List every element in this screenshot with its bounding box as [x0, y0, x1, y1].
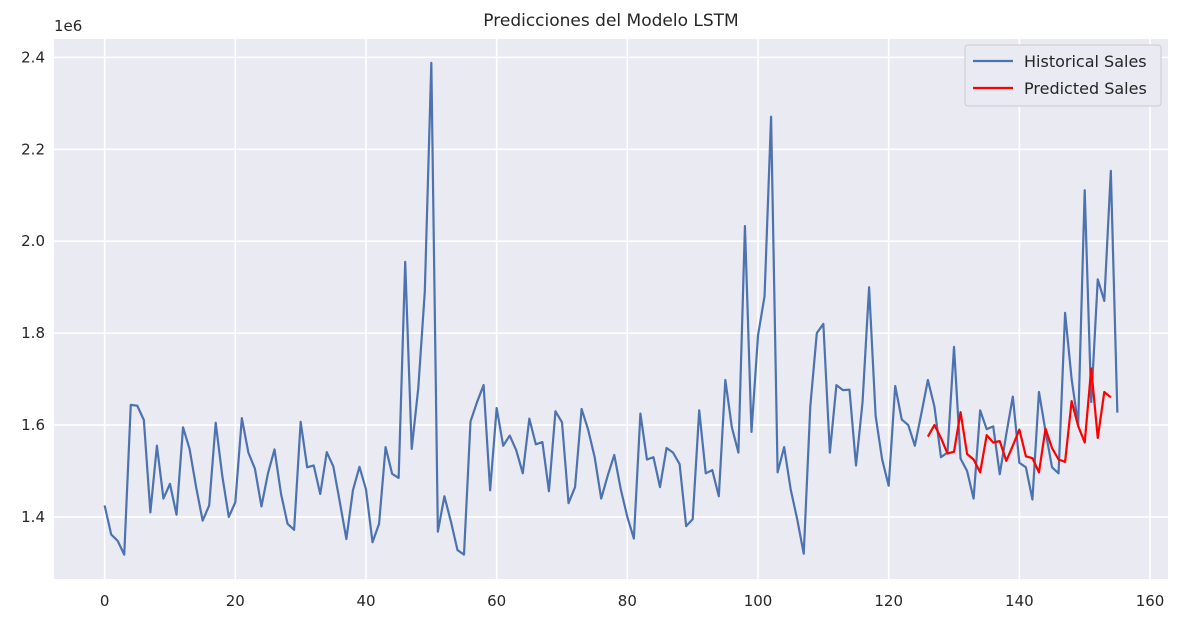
y-tick-label: 1.8 — [21, 324, 45, 342]
chart-title: Predicciones del Modelo LSTM — [483, 11, 738, 31]
x-tick-label: 140 — [1005, 592, 1034, 610]
plot-background — [54, 39, 1168, 579]
legend-label-historical: Historical Sales — [1024, 52, 1147, 71]
y-tick-label: 1.4 — [21, 508, 45, 526]
series-line-predicted-sales — [926, 367, 1112, 474]
x-tick-label: 60 — [487, 592, 506, 610]
y-tick-label: 2.0 — [21, 232, 45, 250]
x-tick-label: 120 — [874, 592, 903, 610]
x-tick-label: 40 — [356, 592, 375, 610]
legend-label-predicted: Predicted Sales — [1024, 79, 1147, 98]
x-tick-label: 0 — [100, 592, 110, 610]
series-lines — [103, 61, 1119, 556]
y-tick-label: 2.4 — [21, 48, 45, 66]
x-tick-label: 160 — [1136, 592, 1165, 610]
y-axis-offset-label: 1e6 — [54, 17, 82, 35]
x-tick-label: 20 — [226, 592, 245, 610]
series-line-historical-sales — [103, 61, 1119, 556]
x-tick-label: 100 — [744, 592, 773, 610]
legend-box — [964, 44, 1162, 107]
vertical-gridlines — [103, 39, 1151, 579]
y-tick-label: 2.2 — [21, 140, 45, 158]
y-tick-labels: 1.4 1.6 1.8 2.0 2.2 2.4 — [21, 48, 45, 526]
y-tick-label: 1.6 — [21, 416, 45, 434]
x-tick-labels: 0 20 40 60 80 100 120 140 160 — [100, 592, 1164, 610]
legend: Historical Sales Predicted Sales — [964, 44, 1162, 107]
x-tick-label: 80 — [618, 592, 637, 610]
